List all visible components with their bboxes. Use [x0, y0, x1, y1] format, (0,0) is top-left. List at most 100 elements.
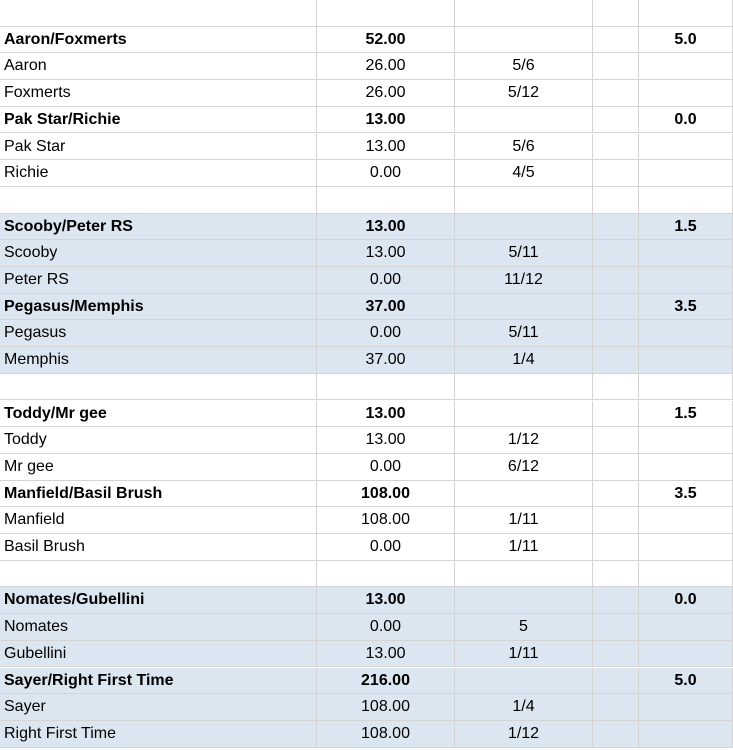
cell-empty[interactable]: [593, 80, 639, 107]
cell-score[interactable]: 0.0: [639, 587, 733, 615]
cell-name[interactable]: Gubellini: [0, 640, 317, 668]
cell-empty[interactable]: [593, 560, 639, 588]
cell-empty[interactable]: [593, 320, 639, 348]
cell-amount[interactable]: 0.00: [317, 267, 455, 294]
cell-ratio[interactable]: 5: [455, 614, 593, 641]
cell-score[interactable]: [639, 267, 733, 294]
cell-ratio[interactable]: [455, 667, 593, 695]
cell-empty[interactable]: [593, 640, 639, 668]
cell-amount[interactable]: 13.00: [317, 106, 455, 134]
cell-ratio[interactable]: [455, 213, 593, 241]
cell-amount[interactable]: 13.00: [317, 133, 455, 161]
cell-ratio[interactable]: 1/11: [455, 534, 593, 561]
cell-empty[interactable]: [593, 480, 639, 508]
cell-amount[interactable]: 13.00: [317, 400, 455, 428]
cell-empty[interactable]: [593, 427, 639, 454]
cell-amount[interactable]: 0.00: [317, 160, 455, 187]
cell-ratio[interactable]: 4/5: [455, 160, 593, 187]
cell-amount[interactable]: 0.00: [317, 534, 455, 561]
cell-empty[interactable]: [593, 0, 639, 27]
cell-amount[interactable]: 13.00: [317, 427, 455, 454]
cell-score[interactable]: [639, 694, 733, 721]
cell-name[interactable]: Aaron: [0, 53, 317, 81]
cell-amount[interactable]: 13.00: [317, 240, 455, 267]
cell-empty[interactable]: [593, 53, 639, 81]
cell-score[interactable]: [639, 614, 733, 641]
cell-empty[interactable]: [593, 133, 639, 161]
cell-empty[interactable]: [593, 293, 639, 321]
cell-ratio[interactable]: [455, 106, 593, 134]
cell-empty[interactable]: [593, 373, 639, 401]
cell-ratio[interactable]: [455, 587, 593, 615]
cell-name[interactable]: Memphis: [0, 347, 317, 374]
cell-name[interactable]: Peter RS: [0, 267, 317, 294]
cell-empty[interactable]: [593, 347, 639, 374]
cell-name[interactable]: Sayer: [0, 694, 317, 721]
cell-score[interactable]: [639, 133, 733, 161]
cell-amount[interactable]: 13.00: [317, 640, 455, 668]
cell-name[interactable]: Toddy/Mr gee: [0, 400, 317, 428]
cell-amount[interactable]: [317, 560, 455, 588]
cell-score[interactable]: [639, 240, 733, 267]
cell-amount[interactable]: [317, 0, 455, 27]
cell-name[interactable]: Pegasus/Memphis: [0, 293, 317, 321]
cell-ratio[interactable]: 5/6: [455, 133, 593, 161]
cell-score[interactable]: 3.5: [639, 480, 733, 508]
cell-empty[interactable]: [593, 213, 639, 241]
cell-score[interactable]: 5.0: [639, 26, 733, 54]
cell-amount[interactable]: 13.00: [317, 213, 455, 241]
cell-amount[interactable]: 0.00: [317, 320, 455, 348]
cell-ratio[interactable]: 5/11: [455, 320, 593, 348]
cell-name[interactable]: Sayer/Right First Time: [0, 667, 317, 695]
cell-amount[interactable]: 108.00: [317, 507, 455, 534]
cell-ratio[interactable]: 5/12: [455, 80, 593, 107]
cell-amount[interactable]: 216.00: [317, 667, 455, 695]
cell-score[interactable]: [639, 453, 733, 481]
cell-ratio[interactable]: [455, 0, 593, 27]
cell-empty[interactable]: [593, 240, 639, 267]
cell-name[interactable]: Nomates: [0, 614, 317, 641]
cell-name[interactable]: Scooby/Peter RS: [0, 213, 317, 241]
cell-name[interactable]: Nomates/Gubellini: [0, 587, 317, 615]
cell-ratio[interactable]: [455, 560, 593, 588]
cell-name[interactable]: Toddy: [0, 427, 317, 454]
cell-name[interactable]: [0, 0, 317, 27]
cell-ratio[interactable]: [455, 293, 593, 321]
cell-name[interactable]: [0, 373, 317, 401]
cell-empty[interactable]: [593, 400, 639, 428]
cell-score[interactable]: [639, 560, 733, 588]
cell-score[interactable]: [639, 373, 733, 401]
cell-score[interactable]: [639, 507, 733, 534]
cell-empty[interactable]: [593, 453, 639, 481]
cell-score[interactable]: [639, 640, 733, 668]
cell-amount[interactable]: 26.00: [317, 53, 455, 81]
cell-amount[interactable]: [317, 186, 455, 214]
cell-empty[interactable]: [593, 267, 639, 294]
cell-name[interactable]: Right First Time: [0, 720, 317, 748]
cell-ratio[interactable]: 5/11: [455, 240, 593, 267]
cell-amount[interactable]: 0.00: [317, 614, 455, 641]
cell-ratio[interactable]: 1/11: [455, 507, 593, 534]
cell-score[interactable]: 3.5: [639, 293, 733, 321]
cell-ratio[interactable]: [455, 26, 593, 54]
cell-score[interactable]: [639, 720, 733, 748]
cell-name[interactable]: Pegasus: [0, 320, 317, 348]
cell-score[interactable]: 1.5: [639, 213, 733, 241]
cell-ratio[interactable]: 5/6: [455, 53, 593, 81]
cell-name[interactable]: Pak Star: [0, 133, 317, 161]
cell-ratio[interactable]: [455, 400, 593, 428]
cell-ratio[interactable]: 1/4: [455, 347, 593, 374]
cell-name[interactable]: [0, 560, 317, 588]
cell-name[interactable]: Pak Star/Richie: [0, 106, 317, 134]
cell-empty[interactable]: [593, 667, 639, 695]
cell-name[interactable]: Manfield/Basil Brush: [0, 480, 317, 508]
cell-score[interactable]: 0.0: [639, 106, 733, 134]
cell-name[interactable]: Manfield: [0, 507, 317, 534]
cell-empty[interactable]: [593, 186, 639, 214]
cell-name[interactable]: Aaron/Foxmerts: [0, 26, 317, 54]
cell-score[interactable]: [639, 320, 733, 348]
cell-ratio[interactable]: 6/12: [455, 453, 593, 481]
cell-ratio[interactable]: 1/12: [455, 427, 593, 454]
cell-empty[interactable]: [593, 507, 639, 534]
cell-amount[interactable]: 26.00: [317, 80, 455, 107]
